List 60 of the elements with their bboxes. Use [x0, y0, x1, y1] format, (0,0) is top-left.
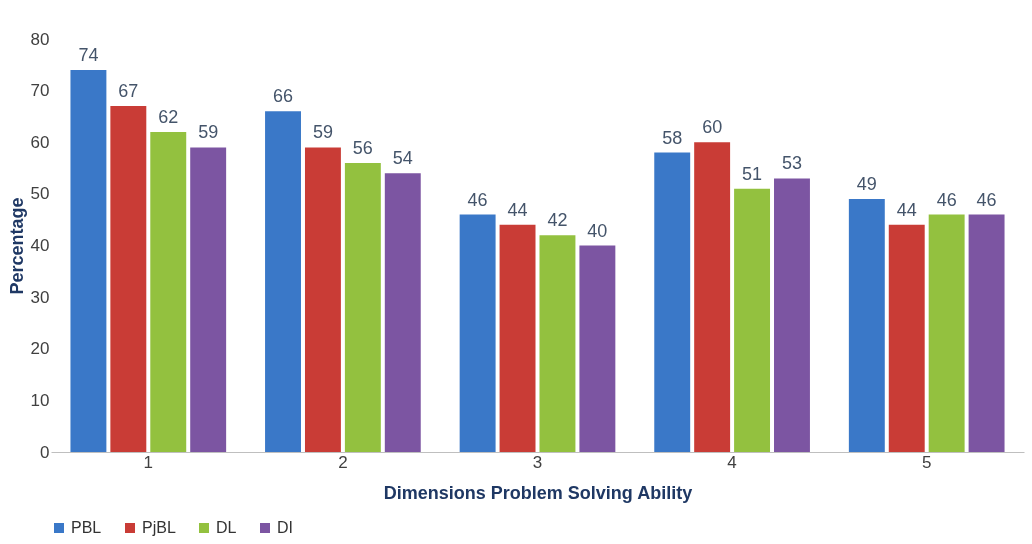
y-tick-label: 10 [30, 390, 50, 410]
legend-label: DI [277, 519, 293, 536]
legend-label: PjBL [142, 519, 176, 536]
bar [459, 214, 496, 452]
data-label: 49 [856, 174, 877, 195]
y-tick-label: 70 [30, 81, 50, 101]
data-label: 54 [392, 148, 413, 169]
x-tick-label: 5 [921, 452, 932, 472]
bar [888, 224, 925, 452]
x-tick-label: 2 [338, 452, 348, 472]
bar [344, 162, 381, 452]
data-label: 66 [273, 86, 294, 107]
data-label: 46 [936, 189, 957, 210]
data-label: 74 [78, 44, 99, 65]
y-tick-label: 30 [30, 287, 50, 307]
bar [539, 235, 576, 452]
y-axis-title: Percentage [6, 197, 27, 295]
bar [110, 106, 147, 452]
bar [968, 214, 1005, 452]
bar [304, 147, 341, 452]
y-tick-label: 80 [30, 29, 50, 49]
bar [774, 178, 810, 452]
bar [694, 142, 731, 452]
y-tick-label: 0 [40, 442, 50, 462]
y-tick-label: 60 [30, 132, 50, 152]
data-label: 58 [662, 127, 683, 148]
data-label: 67 [118, 81, 139, 102]
x-tick-label: 4 [727, 452, 737, 472]
bar [190, 147, 227, 452]
x-axis-title: Dimensions Problem Solving Ability [383, 482, 693, 503]
bar [384, 173, 421, 452]
x-tick-label: 1 [143, 452, 154, 472]
data-label: 59 [312, 122, 333, 143]
bar [150, 131, 187, 452]
bar [70, 69, 107, 452]
legend-label: PBL [71, 519, 102, 536]
data-label: 44 [507, 199, 528, 220]
data-label: 59 [198, 122, 219, 143]
data-label: 46 [467, 189, 488, 210]
bar [734, 188, 771, 452]
bar [848, 199, 885, 452]
legend-label: DL [216, 519, 237, 536]
y-tick-label: 40 [30, 236, 50, 255]
bar [928, 214, 965, 452]
y-tick-label: 50 [30, 184, 50, 204]
data-label: 53 [781, 153, 802, 174]
data-label: 62 [158, 106, 179, 127]
data-label: 51 [742, 163, 763, 184]
bar [654, 152, 691, 452]
x-tick-label: 3 [532, 452, 543, 472]
data-label: 60 [702, 117, 723, 138]
data-label: 46 [976, 189, 997, 210]
bar [579, 245, 616, 452]
bar [265, 111, 301, 452]
data-label: 44 [896, 199, 917, 220]
bar [499, 224, 536, 452]
data-label: 56 [352, 137, 373, 158]
y-tick-label: 20 [30, 339, 50, 359]
data-label: 40 [587, 220, 608, 241]
data-label: 42 [547, 210, 568, 231]
